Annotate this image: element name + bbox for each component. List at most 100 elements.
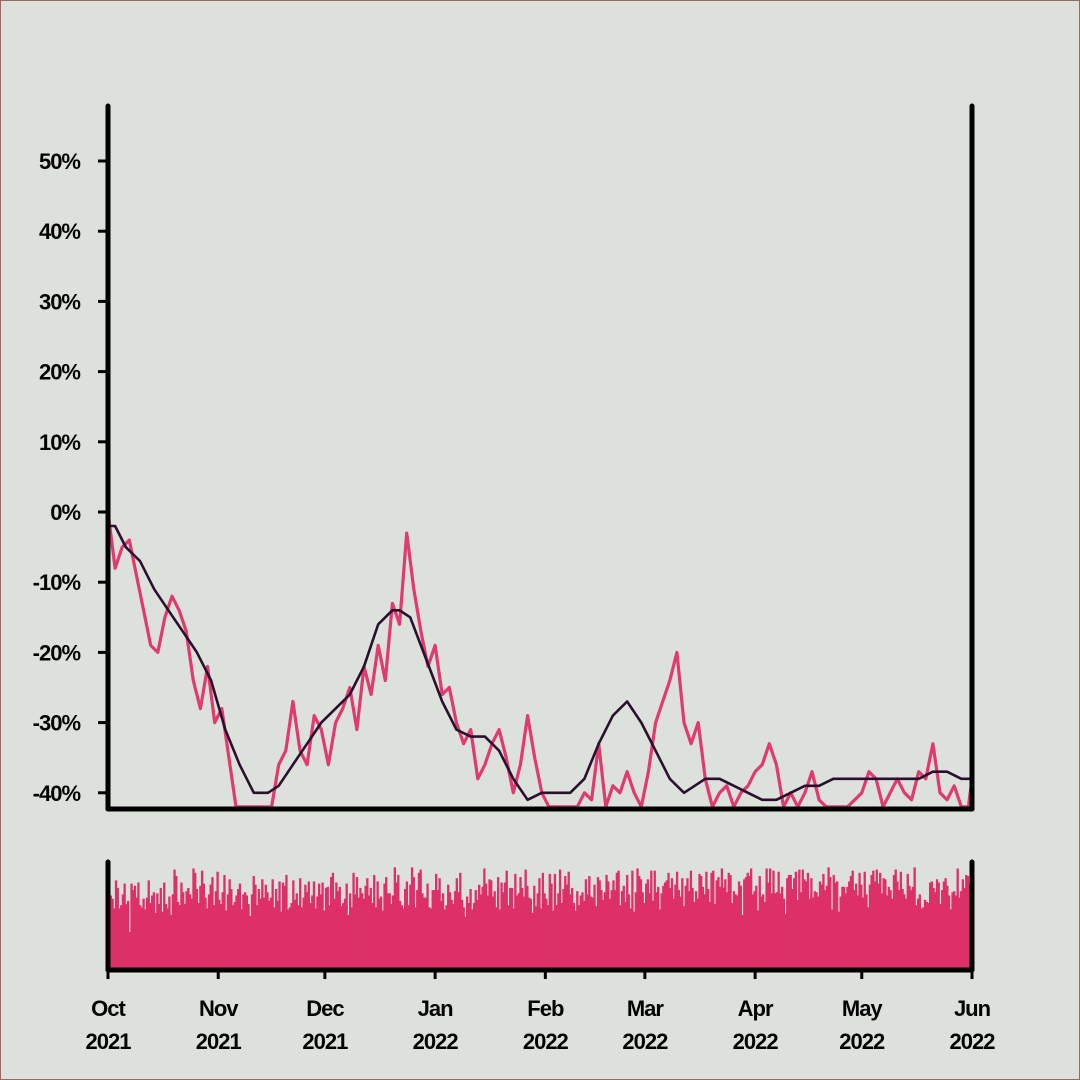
- volume-bar: [848, 881, 851, 970]
- volume-bar: [755, 885, 758, 970]
- x-tick-year: 2022: [622, 1029, 668, 1054]
- volume-bar: [749, 868, 753, 970]
- volume-bar: [130, 883, 133, 970]
- volume-bar: [810, 878, 813, 970]
- volume-bar: [741, 914, 744, 970]
- volume-bar: [951, 892, 954, 970]
- volume-bar: [839, 896, 842, 970]
- volume-bar: [915, 905, 918, 970]
- volume-bar: [762, 894, 765, 970]
- volume-bar: [395, 882, 398, 970]
- volume-bar: [178, 905, 181, 970]
- volume-bar: [961, 879, 964, 970]
- volume-bar: [231, 905, 235, 970]
- volume-bar: [607, 881, 610, 970]
- volume-bar: [371, 903, 374, 970]
- volume-bar: [767, 882, 770, 970]
- volume-bar: [572, 903, 576, 970]
- volume-bars: [108, 867, 973, 970]
- volume-bar: [323, 910, 326, 970]
- volume-bar: [252, 876, 255, 970]
- volume-bar: [166, 908, 169, 970]
- volume-bar: [367, 895, 371, 970]
- volume-bar: [137, 882, 140, 970]
- volume-bar: [655, 892, 658, 970]
- volume-bar: [316, 896, 319, 970]
- volume-bar: [913, 867, 916, 970]
- volume-bar: [543, 893, 546, 970]
- y-tick-label: 10%: [39, 430, 80, 455]
- volume-bar: [965, 874, 968, 970]
- volume-bar: [966, 876, 970, 970]
- volume-bar: [763, 901, 767, 970]
- volume-bar: [342, 903, 345, 970]
- volume-bar: [648, 893, 651, 970]
- volume-bar: [447, 884, 450, 970]
- volume-bar: [939, 904, 942, 970]
- volume-bar: [710, 872, 713, 970]
- price-lines: [106, 511, 974, 809]
- volume-bar: [562, 889, 565, 970]
- volume-bar: [168, 896, 171, 970]
- volume-bar: [271, 879, 274, 970]
- volume-bar: [188, 894, 192, 970]
- volume-bar: [216, 871, 219, 970]
- volume-bar: [507, 905, 510, 970]
- volume-bar: [882, 878, 885, 970]
- volume-bar: [245, 895, 249, 970]
- volume-bar: [753, 891, 756, 970]
- volume-bar: [249, 916, 252, 970]
- volume-bar: [663, 882, 667, 970]
- volume-bar: [484, 883, 488, 970]
- volume-bar: [362, 898, 366, 970]
- volume-bar: [235, 895, 238, 970]
- volume-bar: [774, 893, 777, 970]
- volume-bar: [818, 881, 822, 970]
- volume-bar: [223, 874, 226, 970]
- volume-bar: [212, 905, 216, 970]
- volume-axes: [105, 859, 975, 973]
- volume-bar: [524, 869, 527, 970]
- volume-bar: [705, 871, 708, 970]
- x-tick-labels: Oct 2021 Nov 2021 Dec 2021 Jan 2022 Feb 2022 Mar 20…: [86, 970, 996, 1054]
- volume-bar: [373, 874, 376, 970]
- volume-bar: [708, 901, 711, 970]
- volume-bar: [545, 898, 548, 970]
- volume-bar: [453, 891, 457, 970]
- volume-bar: [605, 874, 608, 970]
- volume-bar: [114, 880, 118, 970]
- volume-bar: [269, 897, 273, 970]
- volume-bar: [259, 898, 262, 970]
- volume-bar: [471, 909, 474, 970]
- volume-bar: [837, 911, 841, 970]
- volume-bar: [321, 882, 324, 970]
- volume-bar: [226, 894, 230, 970]
- volume-bar: [290, 903, 293, 970]
- volume-bar: [202, 883, 205, 970]
- volume-bar: [941, 890, 944, 970]
- volume-bar: [928, 882, 932, 970]
- volume-bar: [808, 898, 811, 970]
- volume-bar: [200, 870, 204, 970]
- volume-bar: [264, 884, 267, 970]
- volume-bar: [445, 905, 448, 970]
- volume-bar: [452, 904, 455, 970]
- volume-bar: [438, 878, 441, 970]
- volume-bar: [435, 873, 438, 970]
- volume-bar: [854, 883, 858, 970]
- volume-bar: [911, 886, 915, 970]
- volume-bar: [111, 898, 114, 970]
- volume-bar: [698, 873, 701, 970]
- volume-bar: [500, 882, 503, 970]
- volume-bar: [151, 895, 154, 970]
- x-tick-month: Dec: [306, 996, 344, 1021]
- volume-bar: [486, 895, 489, 970]
- volume-bar: [892, 874, 896, 970]
- volume-bar: [770, 893, 773, 970]
- volume-bar: [147, 880, 150, 970]
- volume-bar: [748, 876, 751, 970]
- volume-bar: [947, 895, 951, 970]
- volume-bar: [281, 882, 285, 970]
- volume-bar: [858, 872, 861, 970]
- volume-bar: [483, 868, 486, 970]
